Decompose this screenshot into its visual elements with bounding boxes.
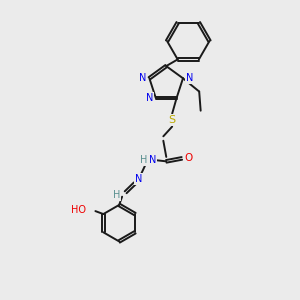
Text: N: N [148,155,156,165]
Text: N: N [186,73,193,83]
Text: HO: HO [71,205,86,214]
Text: N: N [146,93,153,103]
Text: N: N [139,73,147,83]
Text: N: N [135,174,142,184]
Text: S: S [169,115,176,125]
Text: H: H [112,190,120,200]
Text: O: O [184,153,193,164]
Text: H: H [140,155,147,165]
